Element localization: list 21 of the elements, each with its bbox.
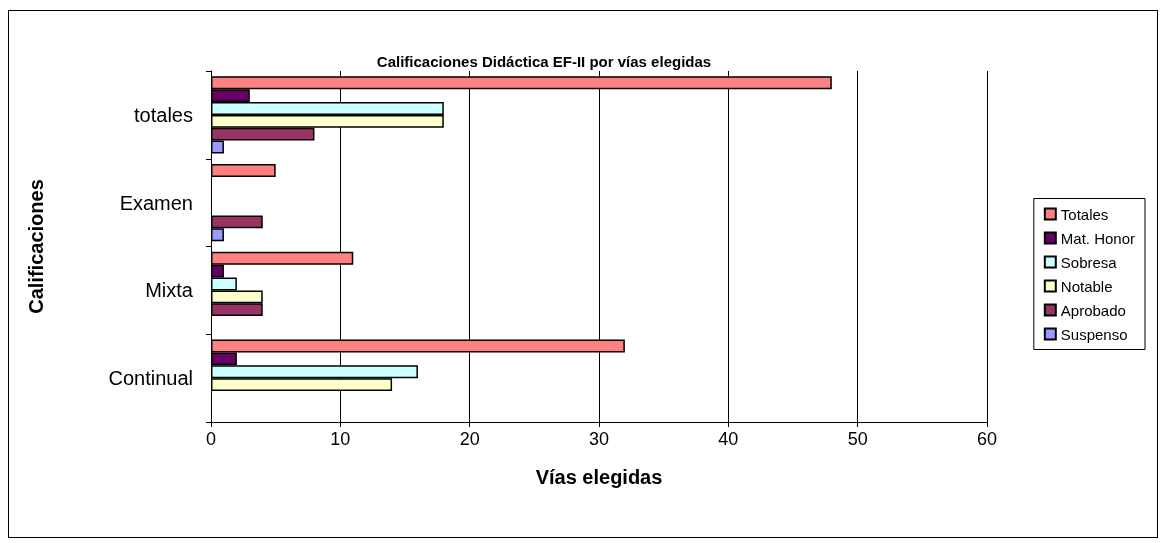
y-tick-label: totales xyxy=(134,103,193,126)
x-tick-label: 10 xyxy=(330,429,351,449)
x-tick-label: 30 xyxy=(588,429,610,449)
y-tick-label: Mixta xyxy=(145,279,194,302)
legend-label: Notable xyxy=(1060,277,1113,295)
x-tick-label: 0 xyxy=(205,429,217,449)
x-tick-label: 50 xyxy=(847,429,868,449)
legend-label: Sobresa xyxy=(1060,253,1118,271)
x-tick-label: 20 xyxy=(459,429,480,449)
x-axis-title: Vías elegidas xyxy=(535,466,663,488)
chart-title: Calificaciones Didáctica EF-II por vías elegidas xyxy=(376,53,712,70)
bar xyxy=(211,164,276,177)
x-tick-label: 40 xyxy=(718,429,739,449)
y-axis-title: Calificaciones xyxy=(25,179,47,314)
y-tick-label: Examen xyxy=(119,191,193,214)
legend-label: Totales xyxy=(1060,205,1109,223)
y-tick-label: Continual xyxy=(108,367,193,390)
legend-label: Suspenso xyxy=(1060,325,1128,343)
legend-label: Mat. Honor xyxy=(1060,229,1136,247)
x-tick-label: 60 xyxy=(976,429,998,449)
legend-label: Aprobado xyxy=(1060,301,1126,319)
